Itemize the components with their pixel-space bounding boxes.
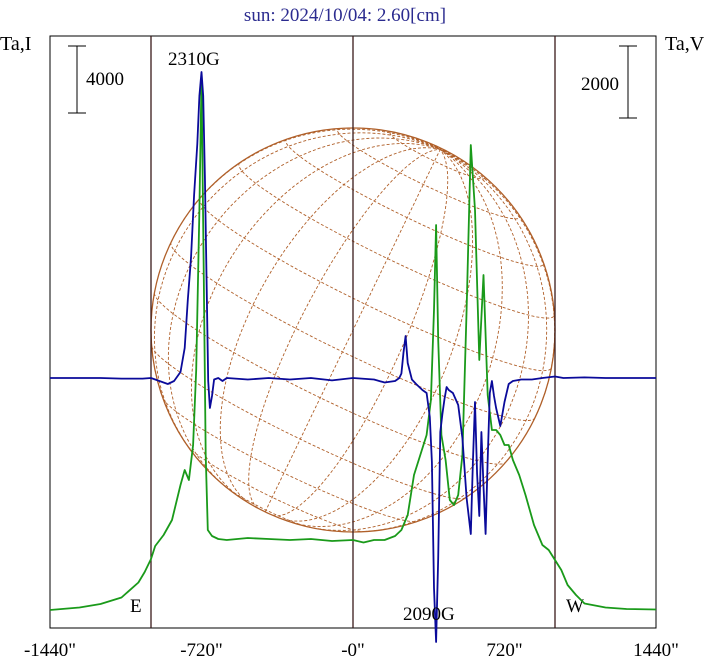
- scale-bars: 4000 2000: [68, 45, 637, 119]
- x-tick-label: -720": [180, 640, 223, 661]
- latitude-line: [336, 127, 521, 220]
- x-tick-label: 720": [486, 640, 522, 661]
- ylabel-right: Ta,V: [665, 33, 705, 55]
- limb-label-east: E: [130, 596, 142, 617]
- longitude-line: [248, 148, 441, 509]
- longitude-line: [153, 132, 441, 456]
- x-tick-label: 1440": [633, 640, 679, 661]
- x-tick-label: -0": [341, 640, 365, 661]
- longitude-line: [190, 143, 441, 498]
- annotation-2310g: 2310G: [168, 49, 220, 70]
- scale-bar-right-label: 2000: [581, 74, 619, 95]
- longitude-line: [292, 149, 503, 527]
- scale-bar-left-label: 4000: [86, 69, 124, 90]
- ylabel-left: Ta,I: [0, 33, 31, 55]
- longitude-line: [435, 145, 441, 150]
- vertical-grid: [150, 36, 556, 628]
- annotation-2090g: 2090G: [403, 604, 455, 625]
- longitude-line: [439, 147, 442, 150]
- latitude-line: [151, 346, 466, 500]
- longitude-line: [440, 148, 461, 160]
- longitude-line: [264, 149, 441, 513]
- chart-title: sun: 2024/10/04: 2.60[cm]: [244, 5, 446, 26]
- latitude-line: [187, 446, 364, 533]
- x-tick-labels: -1440" -720" -0" 720" 1440": [24, 640, 679, 661]
- series-lines: [49, 71, 657, 643]
- longitude-line: [362, 127, 441, 150]
- latitude-line: [389, 131, 485, 180]
- longitude-line: [353, 149, 548, 533]
- series-intensity-line: [49, 76, 657, 611]
- longitude-line: [272, 149, 449, 517]
- limb-label-west: W: [566, 596, 584, 617]
- latitude-line: [199, 198, 552, 372]
- longitude-line: [440, 148, 446, 152]
- series-polarization-line: [50, 71, 656, 643]
- latitude-line: [153, 293, 506, 465]
- latitude-line: [285, 138, 544, 267]
- longitude-line: [440, 148, 451, 154]
- x-tick-label: -1440": [24, 640, 76, 661]
- longitude-line: [167, 137, 441, 488]
- longitude-line: [219, 147, 441, 505]
- longitude-line: [279, 149, 474, 522]
- longitude-line: [439, 149, 556, 419]
